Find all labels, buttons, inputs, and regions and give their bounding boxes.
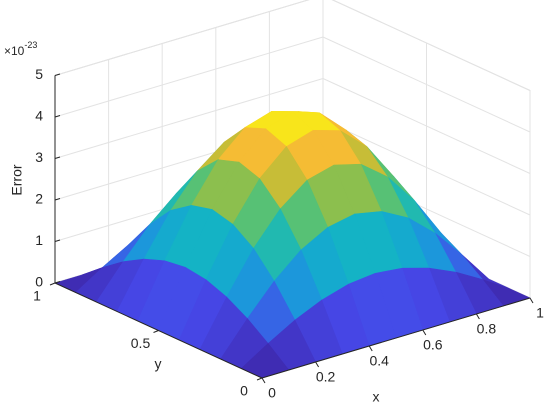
x-tick-label: 0.8: [477, 321, 497, 337]
z-tick-label: 0: [35, 274, 43, 290]
x-tick-label: 0: [268, 385, 276, 401]
exponent-base: ×10: [4, 44, 25, 58]
z-tick-label: 5: [35, 66, 43, 82]
tick-mark: [54, 239, 61, 242]
z-tick-label: 3: [35, 149, 43, 165]
tick-mark: [153, 330, 159, 333]
grid-line: [322, 78, 531, 174]
exponent-power: -23: [24, 40, 37, 50]
x-axis-label: x: [373, 389, 380, 405]
tick-mark: [54, 156, 61, 159]
axis-line: [261, 297, 531, 379]
x-tick-label: 0.4: [369, 353, 389, 369]
tick-mark: [315, 361, 320, 368]
z-tick-label: 1: [35, 232, 43, 248]
tick-mark: [529, 297, 534, 304]
z-tick-label: 4: [35, 108, 43, 124]
tick-mark: [475, 313, 480, 320]
tick-mark: [422, 329, 427, 336]
grid-line: [322, 36, 531, 133]
z-axis-label: Error: [9, 164, 25, 195]
tick-mark: [54, 281, 61, 284]
tick-mark: [368, 345, 373, 352]
y-tick-label: 0: [240, 383, 248, 399]
grid-line: [54, 0, 310, 76]
grid-line: [54, 78, 324, 159]
y-axis-label: y: [155, 356, 162, 372]
grid-line: [331, 0, 531, 91]
grid-line: [54, 36, 324, 118]
tick-mark: [54, 73, 61, 76]
tick-mark: [256, 377, 263, 381]
z-tick-label: 2: [35, 191, 43, 207]
tick-mark: [261, 377, 266, 384]
y-tick-label: 1: [33, 288, 41, 304]
x-tick-label: 0.6: [423, 337, 443, 353]
x-tick-label: 1: [536, 305, 544, 321]
tick-mark: [54, 115, 61, 118]
grid-line: [322, 119, 531, 216]
z-exponent: ×10-23: [4, 40, 37, 58]
x-tick-label: 0.2: [316, 369, 336, 385]
tick-mark: [49, 282, 56, 286]
y-tick-label: 0.5: [131, 335, 151, 351]
surface: [54, 110, 531, 379]
tick-mark: [54, 198, 61, 201]
